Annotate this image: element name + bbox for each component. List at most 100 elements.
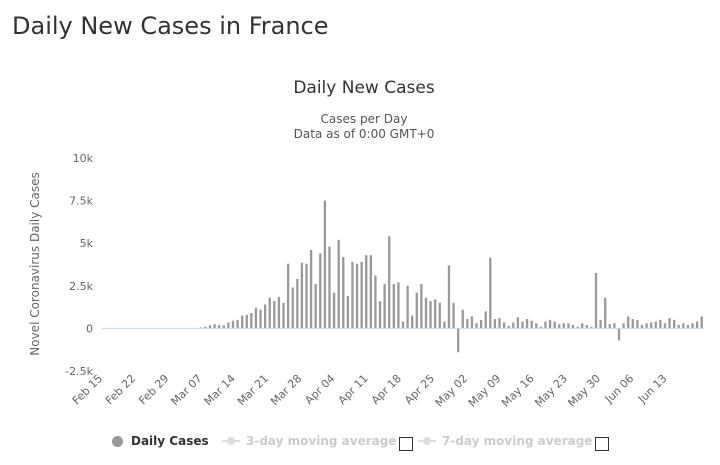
bar [659,319,662,329]
x-tick-label: May 02 [433,372,471,410]
bar [415,292,418,329]
chart-subtitle-cases-per-day: Cases per Day [320,112,408,126]
bar [300,262,304,329]
bar [608,324,611,329]
bar [691,323,694,329]
bar [590,326,593,329]
legend-line-marker-icon [222,437,240,445]
y-tick-label: 5k [80,237,94,250]
bar [241,315,244,329]
bar [319,253,322,329]
bar [617,328,621,341]
bar [599,319,602,329]
y-tick-label: 0 [86,322,93,335]
x-tick-label: Jun 13 [635,372,669,406]
bar [420,284,423,329]
bar [452,302,455,329]
x-tick-label: Mar 07 [168,372,204,408]
x-tick-label: Jun 06 [602,372,636,406]
x-tick-label: May 23 [532,372,570,410]
bar-series-daily-cases [199,200,703,353]
bar [544,321,547,329]
legend-item-7-day-average[interactable]: 7-day moving average [418,432,592,450]
x-tick-label: Mar 28 [268,372,304,408]
y-tick-label: -2.5k [65,365,93,378]
bar [558,324,561,329]
bar [406,285,409,329]
bar [576,326,579,329]
bar [305,263,308,329]
x-tick-label: Apr 18 [369,372,404,407]
bar [314,284,317,329]
bar [581,323,584,329]
bar [337,239,340,329]
legend-item-3-day-average[interactable]: 3-day moving average [222,432,396,450]
bar [250,313,253,329]
y-tick-label: 2.5k [69,280,93,293]
bar [378,301,382,329]
bar [695,321,699,329]
bar [443,321,446,329]
bar [424,297,428,329]
legend-label-daily-cases: Daily Cases [131,434,209,448]
bar [231,320,235,329]
bar [277,296,281,329]
legend-dot-icon [112,435,123,447]
bar [516,317,520,329]
bar [263,304,267,329]
bar [548,319,552,329]
x-tick-label: Apr 04 [302,372,337,407]
bar [539,326,543,329]
bar [286,263,290,329]
bar [360,261,363,329]
page-title: Daily New Cases in France [12,12,329,40]
bar [470,316,474,329]
bar [332,292,336,329]
bar [273,301,276,329]
bar [622,323,625,329]
y-tick-label: 10k [73,152,94,165]
bar [502,322,506,329]
bar [521,321,524,329]
bar [640,324,644,329]
bar [374,275,377,329]
bar [636,319,639,329]
bar [535,323,538,329]
x-tick-label: May 16 [499,372,537,410]
bar [346,296,350,329]
legend-item-daily-cases[interactable]: Daily Cases [112,432,209,450]
bar [682,323,685,329]
bar [429,301,432,329]
bar [259,309,262,329]
legend-checkbox-7-day-average[interactable] [595,437,609,451]
bar [686,324,690,329]
y-tick-label: 7.5k [69,195,93,208]
bar [309,250,313,329]
bar [700,316,703,329]
bar [613,323,616,329]
bar [401,321,405,329]
bar [631,319,634,329]
bar [282,302,285,329]
bar [392,284,395,329]
bar [493,319,497,329]
bar [447,265,451,329]
bar [525,319,529,329]
bar [672,319,676,329]
legend-label-7-day-average: 7-day moving average [442,434,593,448]
chart-title: Daily New Cases [293,78,435,98]
chart-subtitle-data-as-of: Data as of 0:00 GMT+0 [293,127,435,141]
bar [489,257,492,329]
bar [654,321,657,329]
legend-checkbox-3-day-average[interactable] [399,437,413,451]
bar [562,323,565,329]
bar [268,297,271,329]
bar [663,323,667,329]
bar [530,320,533,329]
bar [484,311,487,329]
bar [677,324,680,329]
bar [479,319,483,329]
bar [369,255,372,329]
bar [594,273,598,329]
